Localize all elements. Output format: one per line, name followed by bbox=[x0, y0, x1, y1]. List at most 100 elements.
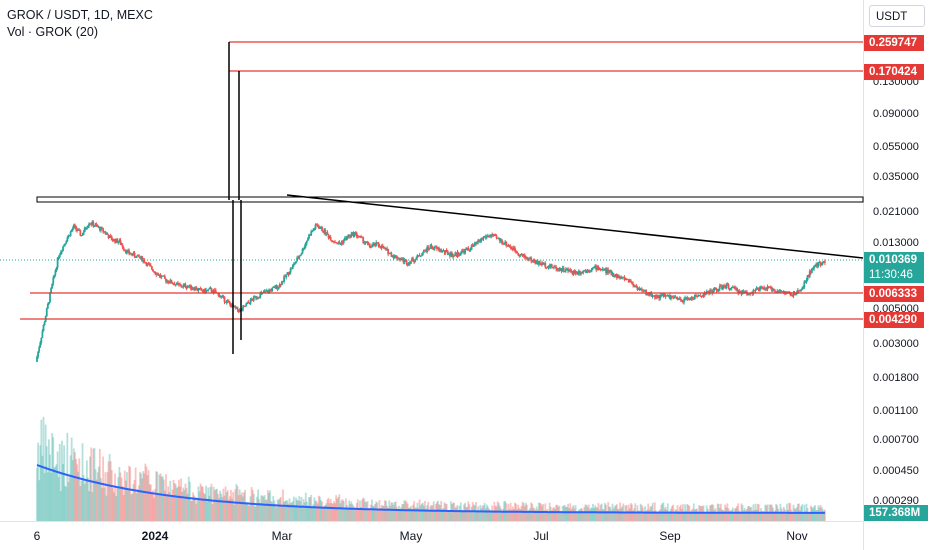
candle-body bbox=[56, 258, 59, 268]
volume-bar bbox=[398, 505, 400, 521]
volume-bar bbox=[264, 499, 267, 521]
candle-body bbox=[57, 257, 60, 259]
candle-body bbox=[661, 295, 664, 297]
level-price-tag[interactable]: 0.259747 bbox=[864, 35, 924, 51]
volume-bar bbox=[731, 507, 734, 521]
volume-bar bbox=[664, 506, 667, 521]
level-price-tag[interactable]: 0.170424 bbox=[864, 64, 924, 80]
candle-body bbox=[128, 250, 131, 254]
candle-body bbox=[328, 237, 331, 239]
level-price-tag[interactable]: 0.004290 bbox=[864, 312, 924, 328]
candle-body bbox=[208, 288, 211, 290]
candle-body bbox=[307, 238, 309, 241]
candle-body bbox=[691, 297, 694, 299]
volume-bar bbox=[519, 509, 522, 521]
volume-bar bbox=[559, 511, 562, 521]
candle-body bbox=[767, 286, 770, 288]
volume-bar bbox=[75, 458, 77, 521]
candle-body bbox=[294, 263, 296, 265]
volume-bar bbox=[734, 508, 736, 521]
candle-body bbox=[368, 243, 371, 248]
candle-body bbox=[581, 272, 584, 274]
volume-bar bbox=[148, 484, 151, 521]
candle-body bbox=[460, 250, 463, 253]
candle-body bbox=[188, 284, 191, 287]
volume-bar bbox=[136, 489, 139, 521]
volume-indicator-label[interactable]: Vol · GROK (20) bbox=[7, 25, 98, 39]
candle-body bbox=[566, 268, 568, 270]
candle-body bbox=[632, 283, 634, 286]
candle-body bbox=[683, 299, 685, 303]
candle-body bbox=[778, 290, 781, 293]
volume-bar bbox=[349, 503, 352, 521]
candle-body bbox=[399, 258, 401, 261]
volume-bar bbox=[787, 509, 789, 521]
candle-body bbox=[536, 261, 539, 265]
candle-body bbox=[236, 306, 239, 310]
resistance-zone-box[interactable] bbox=[36, 196, 864, 203]
volume-bar bbox=[114, 473, 116, 521]
candle-body bbox=[54, 270, 57, 275]
candle-body bbox=[48, 302, 50, 305]
candle-body bbox=[724, 286, 727, 289]
candle-body bbox=[739, 290, 742, 293]
candle-body bbox=[806, 274, 809, 281]
volume-bar bbox=[182, 487, 185, 521]
candle-body bbox=[730, 287, 733, 289]
volume-bar bbox=[621, 506, 624, 521]
volume-bar bbox=[106, 471, 109, 521]
volume-bar bbox=[307, 505, 309, 521]
candle-body bbox=[66, 237, 69, 242]
level-price-tag[interactable]: 0.006333 bbox=[864, 286, 924, 302]
volume-bar bbox=[767, 512, 770, 521]
candle-body bbox=[89, 223, 92, 225]
volume-bar bbox=[484, 508, 487, 521]
candle-body bbox=[63, 244, 65, 247]
volume-bar bbox=[680, 509, 683, 521]
volume-bar bbox=[595, 507, 598, 521]
candle-body bbox=[702, 292, 705, 297]
volume-bar bbox=[703, 512, 706, 521]
candle-body bbox=[432, 248, 435, 250]
currency-button[interactable]: USDT bbox=[869, 5, 925, 27]
candle-body bbox=[311, 231, 314, 233]
candle-body bbox=[807, 274, 810, 277]
volume-bar bbox=[93, 447, 96, 521]
candle-body bbox=[419, 255, 422, 257]
candle-body bbox=[709, 290, 711, 294]
volume-bar bbox=[206, 501, 209, 521]
volume-bar bbox=[485, 504, 488, 521]
candle-body bbox=[531, 261, 534, 263]
volume-bar bbox=[391, 502, 394, 521]
descending-trend-line[interactable] bbox=[286, 194, 864, 259]
volume-bar bbox=[63, 445, 65, 521]
candle-body bbox=[425, 250, 427, 253]
volume-bar bbox=[69, 455, 72, 521]
candle-body bbox=[574, 271, 577, 274]
candle-body bbox=[167, 280, 170, 283]
volume-bar bbox=[815, 510, 818, 521]
volume-bar bbox=[36, 467, 38, 521]
candle-body bbox=[561, 267, 564, 272]
volume-bar bbox=[400, 507, 403, 521]
candle-body bbox=[423, 250, 425, 253]
volume-bar bbox=[94, 469, 97, 521]
candle-body bbox=[354, 232, 357, 234]
volume-bar bbox=[188, 481, 191, 521]
candle-body bbox=[592, 267, 594, 269]
volume-bar bbox=[359, 500, 361, 521]
candle-body bbox=[818, 261, 821, 263]
volume-bar bbox=[324, 504, 327, 521]
candle-body bbox=[731, 287, 734, 289]
candle-body bbox=[327, 234, 330, 238]
symbol-title[interactable]: GROK / USDT, 1D, MEXC bbox=[7, 8, 153, 22]
candle-body bbox=[490, 234, 493, 237]
candle-body bbox=[537, 261, 540, 265]
candle-body bbox=[109, 235, 112, 237]
volume-bar bbox=[490, 510, 493, 521]
candle-body bbox=[648, 294, 651, 296]
candle-body bbox=[596, 266, 599, 271]
volume-bar bbox=[278, 498, 281, 521]
candle-body bbox=[588, 270, 591, 272]
